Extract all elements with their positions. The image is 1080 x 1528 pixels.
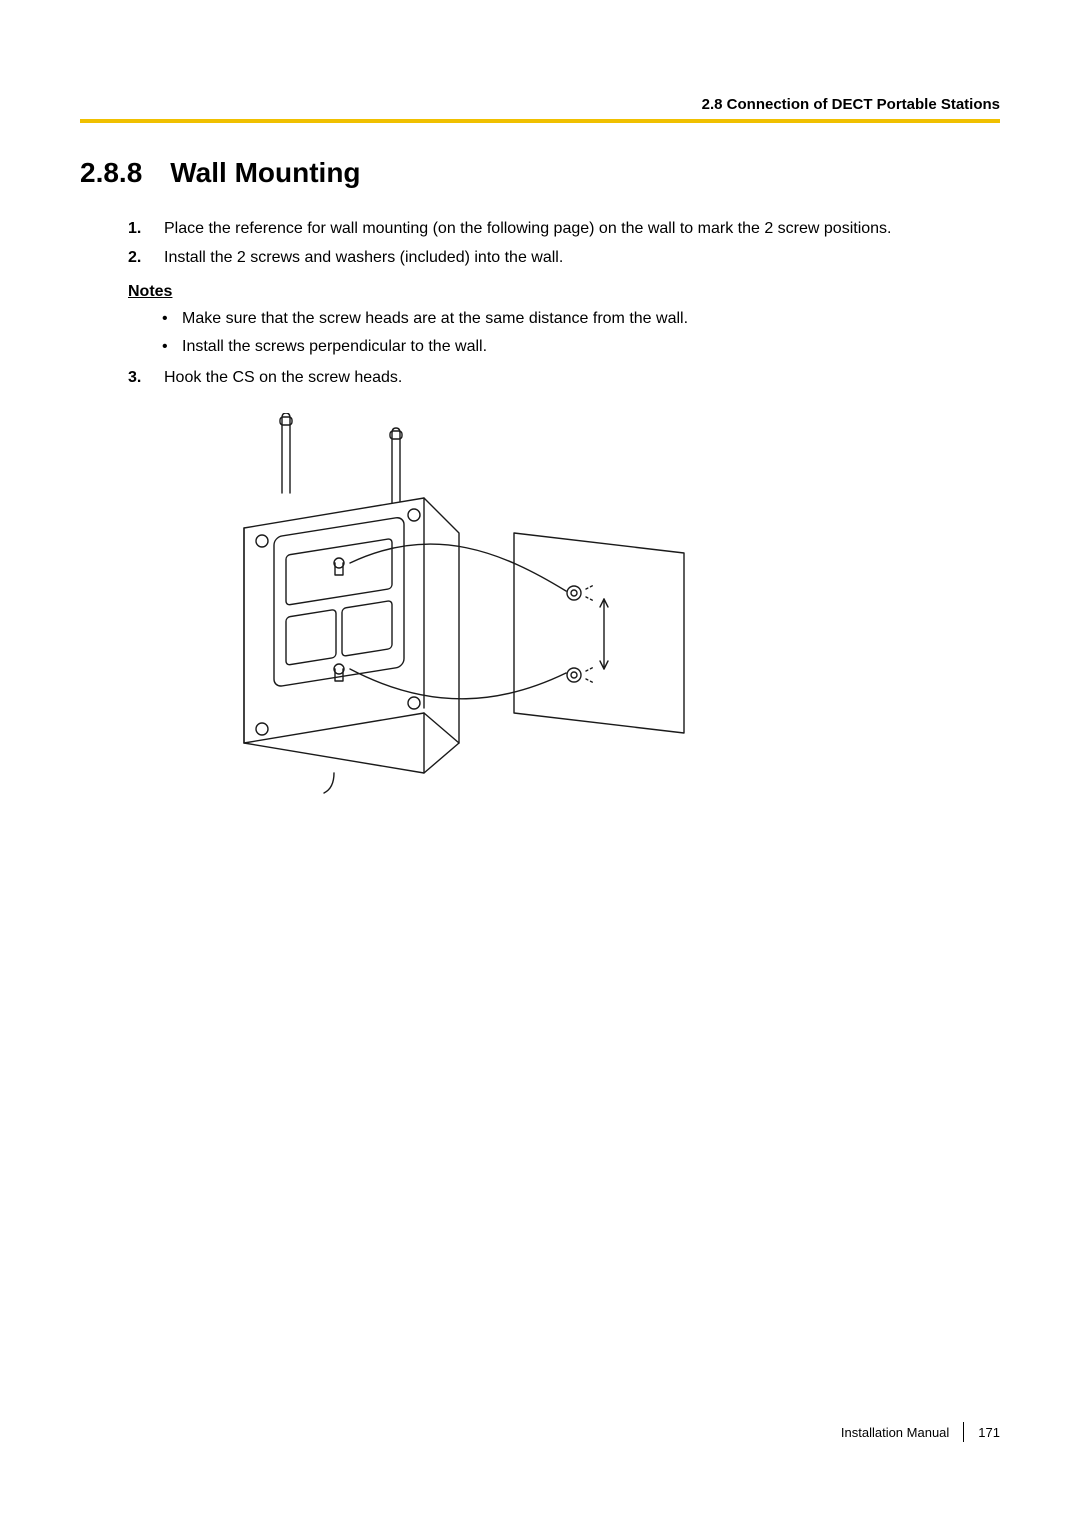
section-title: Wall Mounting	[170, 157, 360, 188]
section-number: 2.8.8	[80, 157, 142, 189]
step-2: 2. Install the 2 screws and washers (inc…	[164, 246, 1000, 269]
notes-bullets: • Make sure that the screw heads are at …	[80, 307, 1000, 357]
footer-divider	[963, 1422, 964, 1442]
step-1: 1. Place the reference for wall mounting…	[164, 217, 1000, 240]
step-text: Install the 2 screws and washers (includ…	[164, 249, 563, 266]
bullet-icon: •	[162, 335, 168, 358]
note-bullet-1: • Make sure that the screw heads are at …	[182, 307, 1000, 330]
footer-manual-name: Installation Manual	[841, 1425, 949, 1440]
ordered-steps-cont: 3. Hook the CS on the screw heads.	[80, 366, 1000, 389]
notes-label: Notes	[128, 283, 1000, 301]
footer-page-number: 171	[978, 1425, 1000, 1440]
bullet-icon: •	[162, 307, 168, 330]
wall-mount-diagram	[174, 413, 694, 813]
note-text: Install the screws perpendicular to the …	[182, 338, 487, 355]
section-heading: 2.8.8 Wall Mounting	[80, 157, 1000, 189]
diagram-svg	[174, 413, 694, 813]
step-marker: 1.	[128, 217, 141, 240]
step-marker: 3.	[128, 366, 141, 389]
step-text: Hook the CS on the screw heads.	[164, 369, 402, 386]
step-text: Place the reference for wall mounting (o…	[164, 220, 892, 237]
page-header: 2.8 Connection of DECT Portable Stations	[80, 96, 1000, 123]
note-text: Make sure that the screw heads are at th…	[182, 310, 688, 327]
step-3: 3. Hook the CS on the screw heads.	[164, 366, 1000, 389]
page-footer: Installation Manual 171	[841, 1422, 1000, 1442]
step-marker: 2.	[128, 246, 141, 269]
page: 2.8 Connection of DECT Portable Stations…	[0, 0, 1080, 1528]
note-bullet-2: • Install the screws perpendicular to th…	[182, 335, 1000, 358]
ordered-steps: 1. Place the reference for wall mounting…	[80, 217, 1000, 269]
